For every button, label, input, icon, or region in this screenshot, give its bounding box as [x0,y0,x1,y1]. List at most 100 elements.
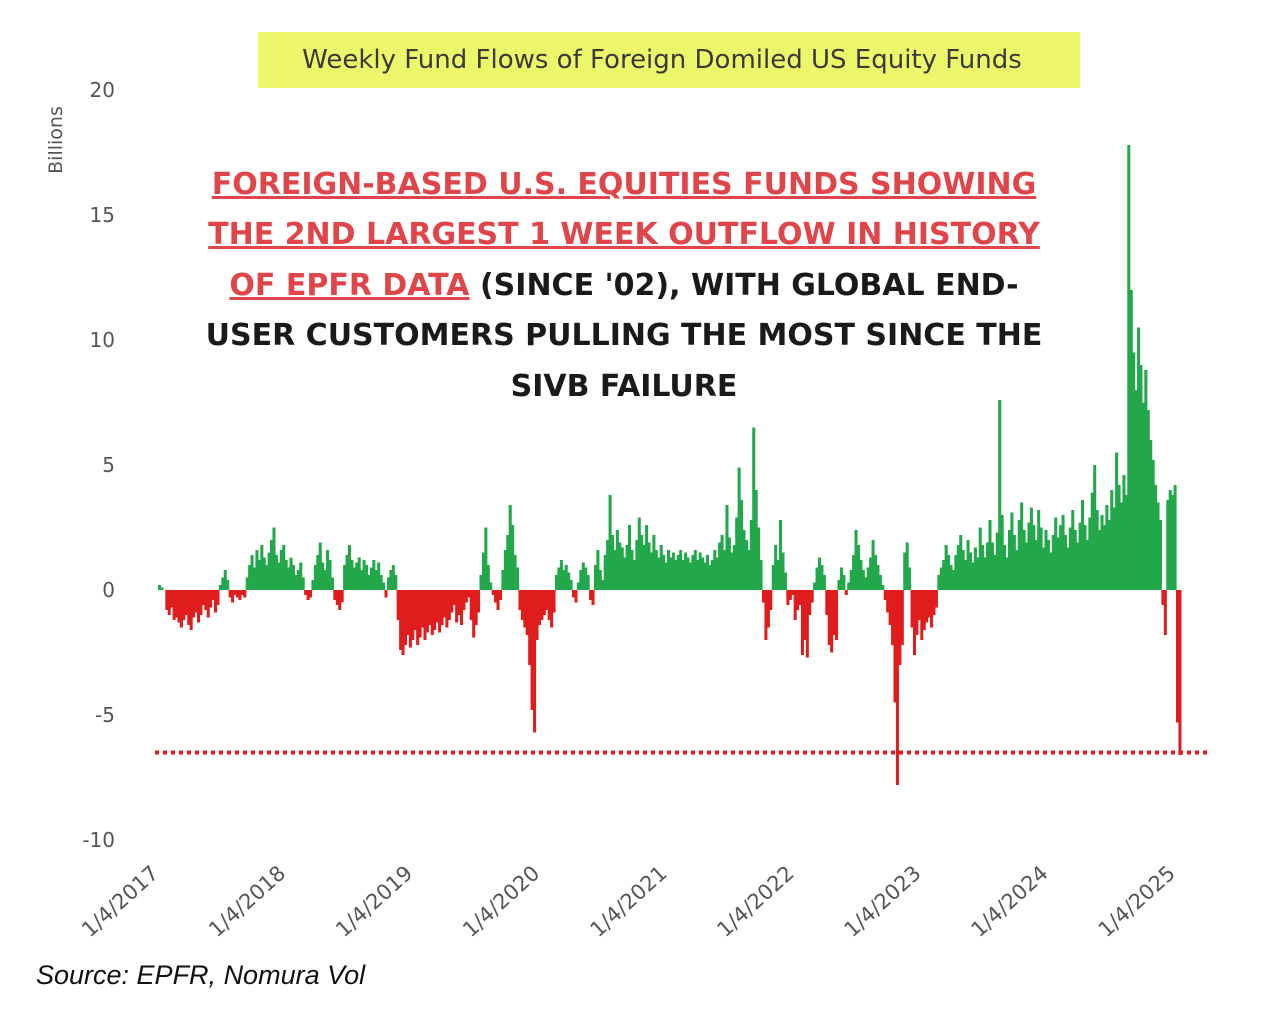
bar [849,570,853,590]
bar [705,555,709,590]
bar [1056,537,1060,590]
bar [1000,515,1004,590]
bar [411,590,415,640]
bar [798,590,802,605]
y-tick-label: -10 [82,828,115,852]
bar [1161,590,1165,605]
bar [1107,520,1111,590]
bar [1005,557,1009,590]
x-ticks: 1/4/2017 1/4/2018 1/4/2019 1/4/2020 1/4/2021… [77,861,1180,942]
bar [1061,515,1065,590]
bar [196,590,201,623]
bar [557,567,561,590]
bar [645,525,649,590]
bar [674,560,678,590]
bar [272,527,276,590]
bar [243,590,247,598]
bar [379,575,383,590]
bar [435,590,439,623]
bar [516,567,520,590]
chart-title-box [258,32,1080,88]
bar [803,590,807,640]
bar [542,590,546,615]
bar [330,577,334,590]
bar [158,585,162,590]
bar [1039,527,1043,590]
bar [891,590,895,645]
annotation-line: USER CUSTOMERS PULLING THE MOST SINCE TH… [206,318,1043,353]
bar [903,552,907,590]
bar [252,567,257,590]
bar [362,560,366,590]
bar [684,552,688,590]
bar [554,575,559,590]
bar [496,590,500,610]
bar [681,560,685,590]
bar [413,590,417,630]
bar [895,590,899,785]
bar [1042,547,1046,590]
bar [1156,502,1160,590]
bar [350,560,354,590]
bar [194,590,198,613]
bar [552,590,556,613]
bar [1095,510,1099,590]
bar [211,590,215,600]
bar [455,590,459,623]
bar [498,590,502,600]
bar [503,550,507,590]
bar [1068,527,1072,590]
bar [893,590,897,703]
bar [654,550,658,590]
bar [1129,290,1133,590]
bar [839,567,843,590]
bar [625,545,629,590]
bar [1025,542,1029,590]
bar [759,560,763,590]
bar [1171,495,1175,590]
y-tick-label: 15 [90,203,115,227]
bar [1134,390,1138,590]
bar [528,590,532,665]
bar [1012,535,1016,590]
bar [744,540,748,590]
bar [815,567,819,590]
bar [825,590,829,615]
bar [776,560,780,590]
bar [1151,460,1155,590]
bar [1022,530,1026,590]
x-tick-label: 1/4/2021 [585,861,671,942]
bar [469,590,473,620]
bar [479,575,483,590]
bar [1093,465,1097,590]
bar [459,590,464,625]
bar [917,590,921,620]
bar [976,557,980,590]
bar [827,590,831,645]
bar [474,590,478,625]
bar [491,590,495,595]
bar [601,580,605,590]
bar [727,537,731,590]
bar [842,575,846,590]
bar [844,590,848,595]
bar [1017,520,1021,590]
bar [352,567,356,590]
bar [596,550,600,590]
bar [418,590,422,638]
bar [569,580,573,590]
bar [998,400,1002,590]
bar [579,570,583,590]
bar [533,590,537,733]
bar [608,495,612,590]
bar [1003,545,1007,590]
bar [1139,365,1143,590]
bar [713,550,717,590]
bar [182,590,186,620]
bar [255,550,259,590]
bar [1117,485,1121,590]
x-tick-label: 1/4/2018 [204,861,290,942]
bar [876,565,880,590]
bar [445,590,449,628]
bar [489,582,493,590]
